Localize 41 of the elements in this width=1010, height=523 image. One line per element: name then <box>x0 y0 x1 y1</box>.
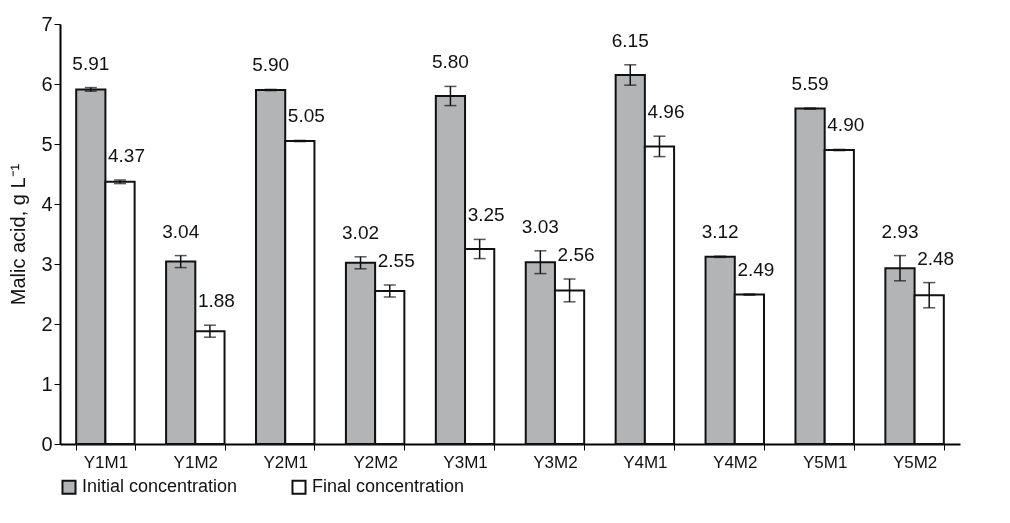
data-label: 4.96 <box>647 101 685 123</box>
x-tick-label: Y5M1 <box>802 452 848 472</box>
x-tick-label: Y5M2 <box>892 452 938 472</box>
y-tick-label: 4 <box>41 192 53 215</box>
data-label: 2.48 <box>917 247 955 269</box>
data-label: 2.49 <box>737 259 775 280</box>
data-label: 5.90 <box>252 54 290 76</box>
data-label: 3.03 <box>521 215 559 237</box>
y-tick-label: 7 <box>41 12 53 35</box>
data-label: 3.02 <box>342 221 380 243</box>
data-label: 6.15 <box>611 29 649 51</box>
x-tick-label: Y1M2 <box>173 452 219 472</box>
data-label: 4.90 <box>827 114 865 136</box>
x-tick-label: Y4M1 <box>623 452 668 472</box>
y-tick-label: 6 <box>41 72 53 95</box>
data-label: 3.25 <box>467 204 505 226</box>
x-tick-label: Y1M1 <box>83 452 129 472</box>
data-label: 4.37 <box>108 145 145 166</box>
y-tick-label: 1 <box>41 372 53 395</box>
x-tick-label: Y2M1 <box>263 452 308 472</box>
y-axis-title: Malic acid, g L⁻¹ <box>7 163 30 306</box>
legend-label: Initial concentration <box>82 476 238 497</box>
data-label: 5.05 <box>287 105 325 127</box>
data-label: 2.55 <box>377 250 415 271</box>
x-tick-label: Y3M2 <box>533 452 578 472</box>
y-tick-label: 2 <box>41 312 53 335</box>
data-label: 2.56 <box>557 244 595 265</box>
legend-label: Final concentration <box>312 476 465 497</box>
data-label: 3.04 <box>162 220 200 242</box>
y-tick-label: 5 <box>41 132 53 155</box>
data-label: 2.93 <box>881 220 919 242</box>
y-tick-label: 3 <box>41 252 53 275</box>
x-tick-label: Y4M2 <box>713 452 758 472</box>
data-label: 5.59 <box>791 73 829 94</box>
data-label: 5.91 <box>72 52 110 74</box>
y-tick-label: 0 <box>41 432 53 455</box>
data-label: 5.80 <box>431 51 469 73</box>
x-tick-label: Y2M2 <box>353 452 398 472</box>
data-label: 1.88 <box>197 290 235 312</box>
x-tick-label: Y3M1 <box>443 452 488 472</box>
data-label: 3.12 <box>701 221 739 243</box>
